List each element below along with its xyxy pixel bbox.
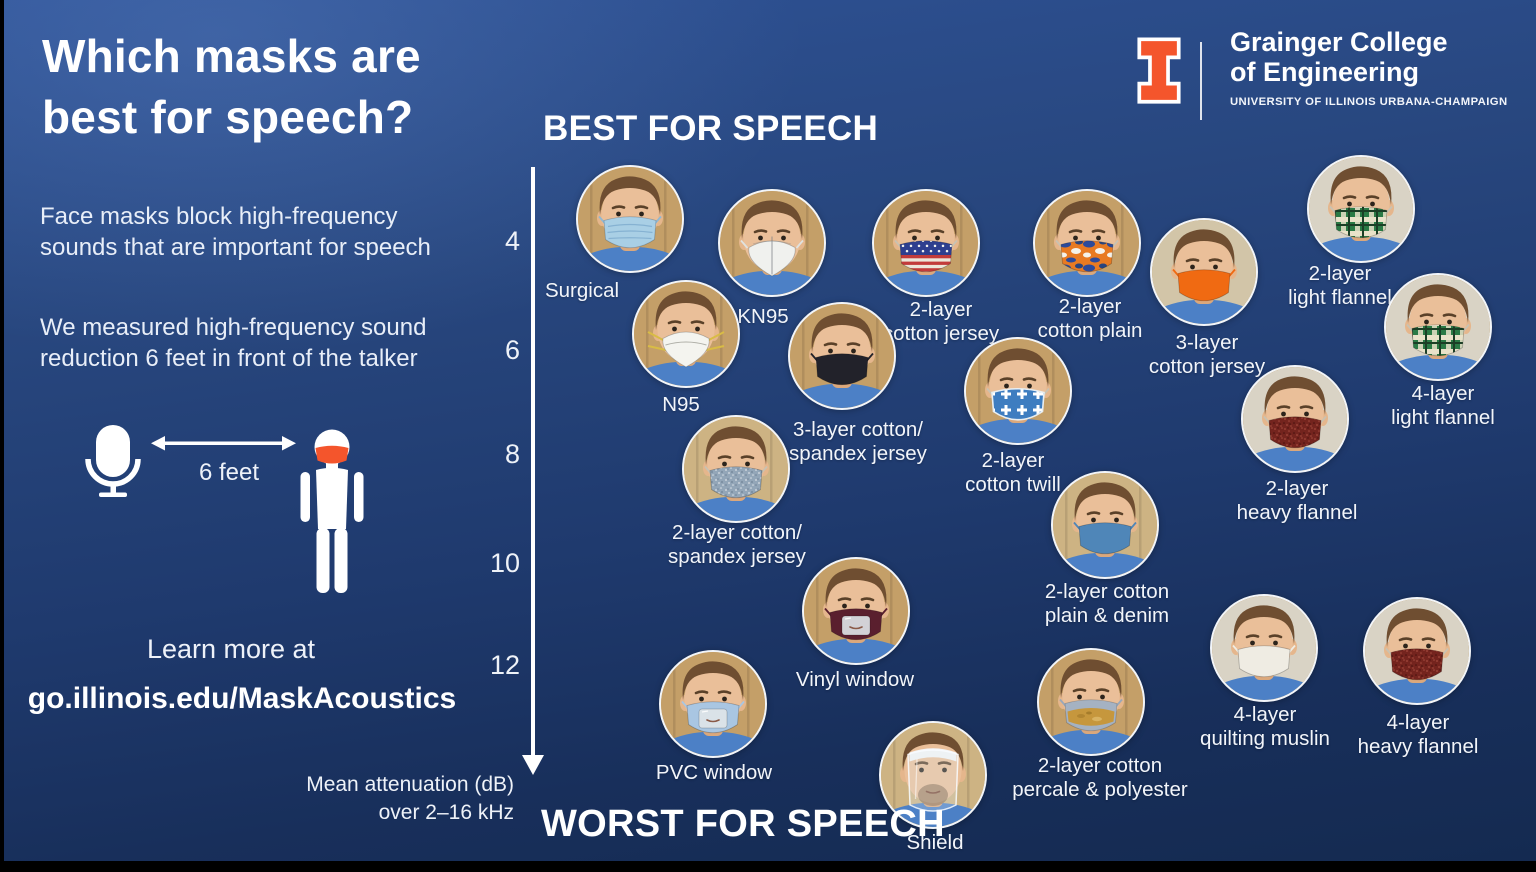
page-title-line2: best for speech? xyxy=(42,91,414,143)
mask-photo-2-layer-cotton-spandex-jersey xyxy=(681,414,790,523)
mask-photo-surgical xyxy=(575,164,684,273)
mask-photo-graphic xyxy=(1151,219,1256,324)
logo-college-name: Grainger College of Engineering xyxy=(1230,27,1448,87)
mask-photo-graphic xyxy=(873,190,978,295)
mask-photo-graphic xyxy=(1038,649,1143,754)
mask-photo-3-layer-cotton-spandex-jersey xyxy=(787,301,896,410)
axis-caption: Mean attenuation (dB) over 2–16 kHz xyxy=(306,773,514,824)
mask-photo-4-layer-light-flannel xyxy=(1383,272,1492,381)
mask-photo-graphic xyxy=(683,416,788,521)
mask-photo-n95 xyxy=(631,279,740,388)
axis-tick-10: 10 xyxy=(489,548,520,578)
mask-label-2-layer-cotton-plain: 2-layer cotton plain xyxy=(1037,295,1143,342)
mask-label-4-layer-quilting-muslin: 4-layer quilting muslin xyxy=(1200,703,1330,750)
mask-label-3-layer-cotton-spandex-jersey: 3-layer cotton/ spandex jersey xyxy=(789,418,927,465)
mask-acoustics-link[interactable]: go.illinois.edu/MaskAcoustics xyxy=(27,682,457,715)
axis-tick-12: 12 xyxy=(489,650,520,680)
mask-photo-kn95 xyxy=(717,188,826,297)
mask-photo-2-layer-cotton-plain xyxy=(1032,188,1141,297)
mask-photo-graphic xyxy=(719,190,824,295)
mask-label-pvc-window: PVC window xyxy=(655,761,773,784)
mask-photo-graphic xyxy=(633,281,738,386)
mask-label-kn95: KN95 xyxy=(737,305,789,328)
mask-photo-graphic xyxy=(1308,156,1413,261)
bottom-black-bar xyxy=(0,861,1536,872)
axis-tick-4: 4 xyxy=(504,226,520,256)
mask-photo-2-layer-heavy-flannel xyxy=(1240,364,1349,473)
mask-photo-graphic xyxy=(789,303,894,408)
learn-more-label: Learn more at xyxy=(146,634,316,664)
mask-photo-2-layer-cotton-twill xyxy=(963,336,1072,445)
mask-photo-2-layer-cotton-plain-denim xyxy=(1050,470,1159,579)
mask-photo-shield xyxy=(878,720,987,829)
mask-photo-graphic xyxy=(1364,598,1469,703)
mask-photo-graphic xyxy=(803,558,908,663)
mask-label-2-layer-cotton-percale-polyester: 2-layer cotton percale & polyester xyxy=(1012,754,1188,801)
mask-photo-graphic xyxy=(965,338,1070,443)
mask-photo-2-layer-cotton-percale-polyester xyxy=(1036,647,1145,756)
mask-label-2-layer-heavy-flannel: 2-layer heavy flannel xyxy=(1236,477,1358,524)
worst-for-speech-heading: WORST FOR SPEECH xyxy=(541,803,945,845)
distance-label: 6 feet xyxy=(198,459,260,486)
talker-mask-icon xyxy=(315,445,349,464)
measurement-diagram xyxy=(85,425,364,593)
mask-photo-pvc-window xyxy=(658,649,767,758)
mask-label-2-layer-cotton-jersey: 2-layer cotton jersey xyxy=(882,298,1000,345)
axis-tick-8: 8 xyxy=(504,439,520,469)
microphone-icon xyxy=(85,425,141,497)
block-i-logo-icon xyxy=(1137,37,1181,104)
page-title: Which masks are best for speech? xyxy=(42,26,421,148)
mask-photo-4-layer-quilting-muslin xyxy=(1209,593,1318,702)
mask-photo-2-layer-light-flannel xyxy=(1306,154,1415,263)
intro-paragraph: Face masks block high-frequency sounds th… xyxy=(40,203,431,261)
mask-label-shield: Shield xyxy=(906,831,964,854)
mask-photo-graphic xyxy=(660,651,765,756)
talker-icon xyxy=(300,429,364,593)
mask-label-2-layer-cotton-twill: 2-layer cotton twill xyxy=(965,449,1061,496)
left-black-edge xyxy=(0,0,4,872)
mask-photo-graphic xyxy=(577,166,682,271)
best-for-speech-heading: BEST FOR SPEECH xyxy=(543,109,879,148)
mask-label-surgical: Surgical xyxy=(544,279,620,302)
mask-label-4-layer-light-flannel: 4-layer light flannel xyxy=(1391,382,1495,429)
mask-photo-4-layer-heavy-flannel xyxy=(1362,596,1471,705)
distance-arrow-icon xyxy=(151,436,296,451)
mask-photo-graphic xyxy=(880,722,985,827)
mask-label-4-layer-heavy-flannel: 4-layer heavy flannel xyxy=(1357,711,1479,758)
mask-photo-graphic xyxy=(1211,595,1316,700)
mask-photo-graphic xyxy=(1034,190,1139,295)
method-paragraph: We measured high-frequency sound reductio… xyxy=(40,314,427,372)
attenuation-axis-line xyxy=(531,167,535,757)
mask-photo-graphic xyxy=(1242,366,1347,471)
axis-tick-6: 6 xyxy=(504,335,520,365)
mask-photo-graphic xyxy=(1385,274,1490,379)
page-title-line1: Which masks are xyxy=(42,30,421,82)
mask-photo-graphic xyxy=(1052,472,1157,577)
logo-divider xyxy=(1200,42,1202,120)
mask-label-2-layer-cotton-spandex-jersey: 2-layer cotton/ spandex jersey xyxy=(668,521,806,568)
mask-label-2-layer-cotton-plain-denim: 2-layer cotton plain & denim xyxy=(1044,580,1170,627)
mask-photo-vinyl-window xyxy=(801,556,910,665)
axis-arrow-icon xyxy=(522,755,544,775)
mask-photo-2-layer-cotton-jersey xyxy=(871,188,980,297)
logo-university-name: UNIVERSITY OF ILLINOIS URBANA-CHAMPAIGN xyxy=(1230,96,1508,108)
mask-label-n95: N95 xyxy=(662,393,700,416)
mask-label-3-layer-cotton-jersey: 3-layer cotton jersey xyxy=(1148,331,1266,378)
mask-label-2-layer-light-flannel: 2-layer light flannel xyxy=(1288,262,1392,309)
mask-photo-3-layer-cotton-jersey xyxy=(1149,217,1258,326)
mask-label-vinyl-window: Vinyl window xyxy=(795,668,915,691)
